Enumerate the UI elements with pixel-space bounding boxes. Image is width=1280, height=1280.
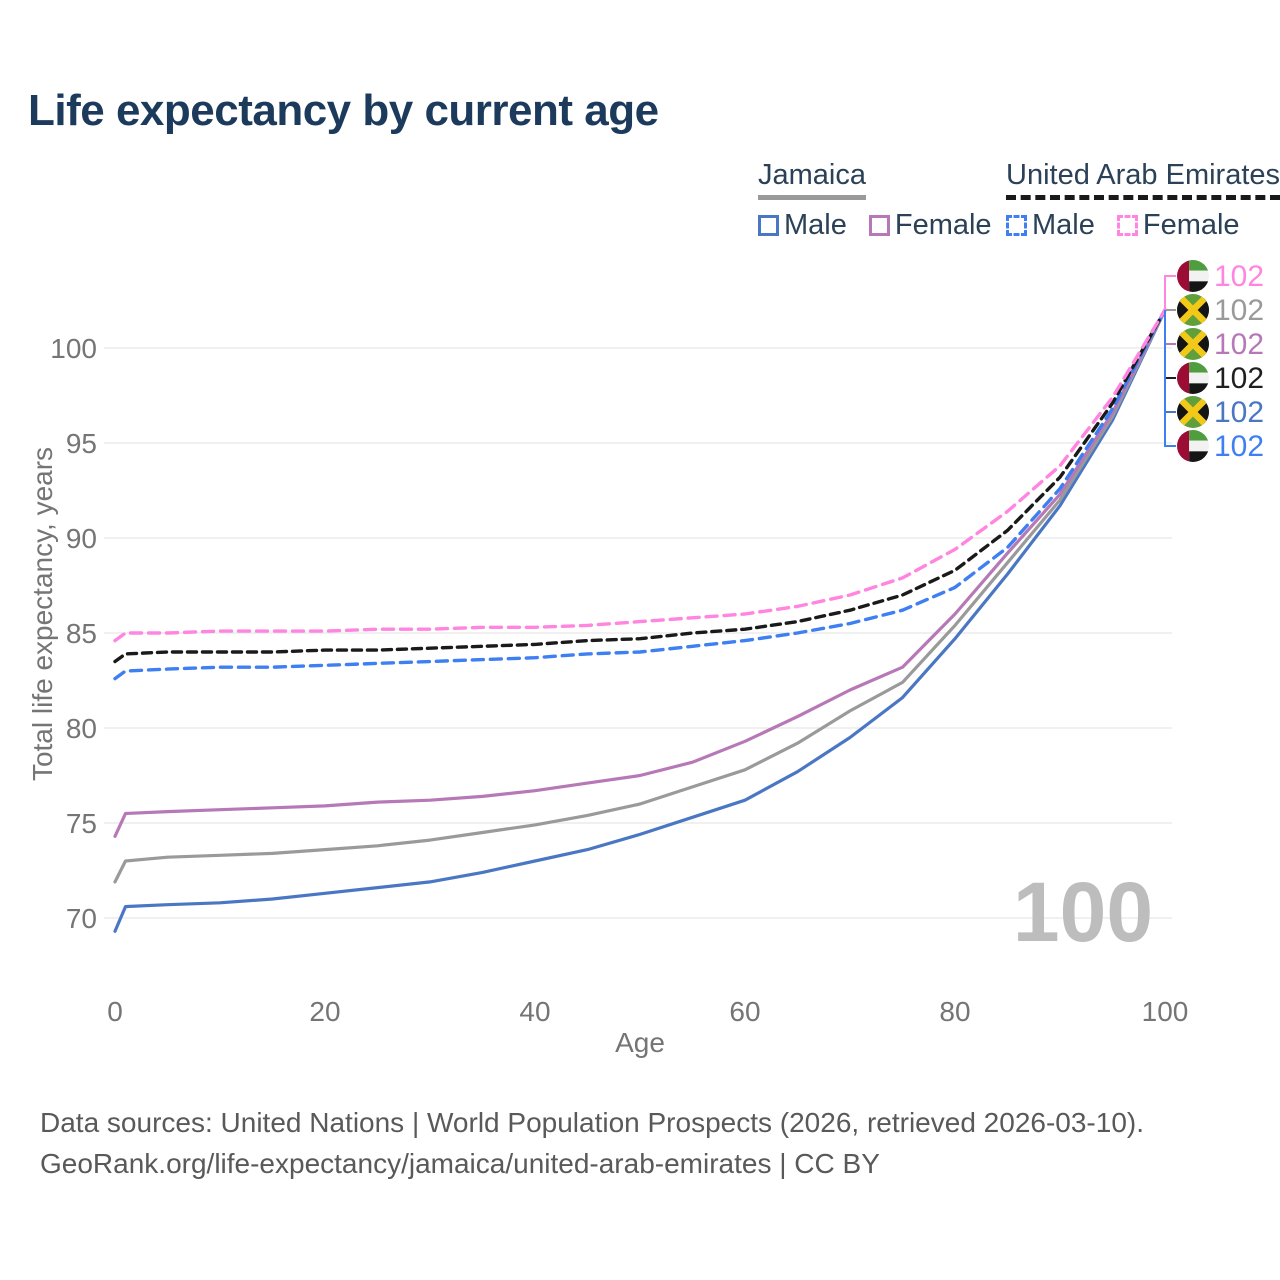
legend-label-jamaica-female[interactable]: Female — [894, 208, 992, 241]
legend-title-jamaica: Jamaica — [758, 159, 866, 200]
end-value-label-1: 102 — [1214, 260, 1264, 293]
x-tick-label-40: 40 — [519, 996, 550, 1027]
legend-swatch-uae-male[interactable] — [1006, 214, 1027, 236]
series-line-jamaica-female[interactable] — [113, 308, 1167, 838]
x-tick-label-20: 20 — [309, 996, 340, 1027]
y-tick-label-85: 85 — [66, 618, 97, 649]
legend-label-jamaica-male[interactable]: Male — [784, 208, 847, 241]
series-line-jamaica-both[interactable] — [113, 308, 1167, 884]
footer-source-line: Data sources: United Nations | World Pop… — [40, 1107, 1145, 1138]
legend-title-uae: United Arab Emirates — [1006, 159, 1280, 200]
legend-row-uae: Male Female — [1006, 209, 1280, 242]
end-value-label-6: 102 — [1214, 430, 1264, 463]
y-tick-label-70: 70 — [66, 903, 97, 934]
end-value-label-2: 102 — [1214, 294, 1264, 327]
end-value-label-3: 102 — [1214, 328, 1264, 361]
legend-row-jamaica: Male Female — [758, 209, 1014, 242]
footer-link-line: GeoRank.org/life-expectancy/jamaica/unit… — [40, 1148, 880, 1179]
flag-icon-jamaica — [1177, 294, 1209, 326]
legend-swatch-jamaica-male[interactable] — [758, 214, 779, 236]
watermark-age: 100 — [1013, 865, 1153, 959]
end-label-leader-3 — [1164, 310, 1176, 345]
legend-label-uae-male[interactable]: Male — [1032, 208, 1095, 241]
series-line-uae-both[interactable] — [113, 308, 1167, 664]
flag-icon-uae — [1177, 362, 1209, 394]
footer: Data sources: United Nations | World Pop… — [40, 1102, 1144, 1184]
legend: Jamaica Male Female United Arab Emirates… — [0, 159, 1280, 250]
y-tick-label-90: 90 — [66, 523, 97, 554]
x-tick-label-80: 80 — [939, 996, 970, 1027]
legend-swatch-uae-female[interactable] — [1116, 214, 1138, 236]
series-line-uae-male[interactable] — [113, 308, 1167, 681]
y-axis-title: Total life expectancy, years — [27, 447, 58, 781]
legend-group-uae: United Arab Emirates Male Female — [1006, 159, 1280, 242]
x-axis-title: Age — [615, 1027, 665, 1058]
x-tick-label-60: 60 — [729, 996, 760, 1027]
end-label-leader-1 — [1164, 275, 1176, 310]
legend-group-jamaica: Jamaica Male Female — [758, 159, 1014, 242]
y-tick-label-80: 80 — [66, 713, 97, 744]
series-line-uae-female[interactable] — [113, 308, 1167, 643]
x-tick-label-100: 100 — [1142, 996, 1189, 1027]
flag-icon-jamaica — [1177, 328, 1209, 360]
end-value-label-4: 102 — [1214, 362, 1264, 395]
legend-label-uae-female[interactable]: Female — [1142, 208, 1240, 241]
end-value-label-5: 102 — [1214, 396, 1264, 429]
flag-icon-uae — [1177, 430, 1209, 462]
y-tick-label-100: 100 — [50, 333, 97, 364]
flag-icon-uae — [1177, 260, 1209, 292]
x-tick-label-0: 0 — [107, 996, 123, 1027]
page-title: Life expectancy by current age — [28, 86, 659, 135]
y-tick-label-75: 75 — [66, 808, 97, 839]
y-tick-label-95: 95 — [66, 428, 97, 459]
series-line-jamaica-male[interactable] — [113, 308, 1167, 933]
legend-swatch-jamaica-female[interactable] — [868, 214, 890, 236]
flag-icon-jamaica — [1177, 396, 1209, 428]
end-label-leader-5 — [1164, 310, 1176, 413]
end-label-leader-6 — [1164, 310, 1176, 447]
